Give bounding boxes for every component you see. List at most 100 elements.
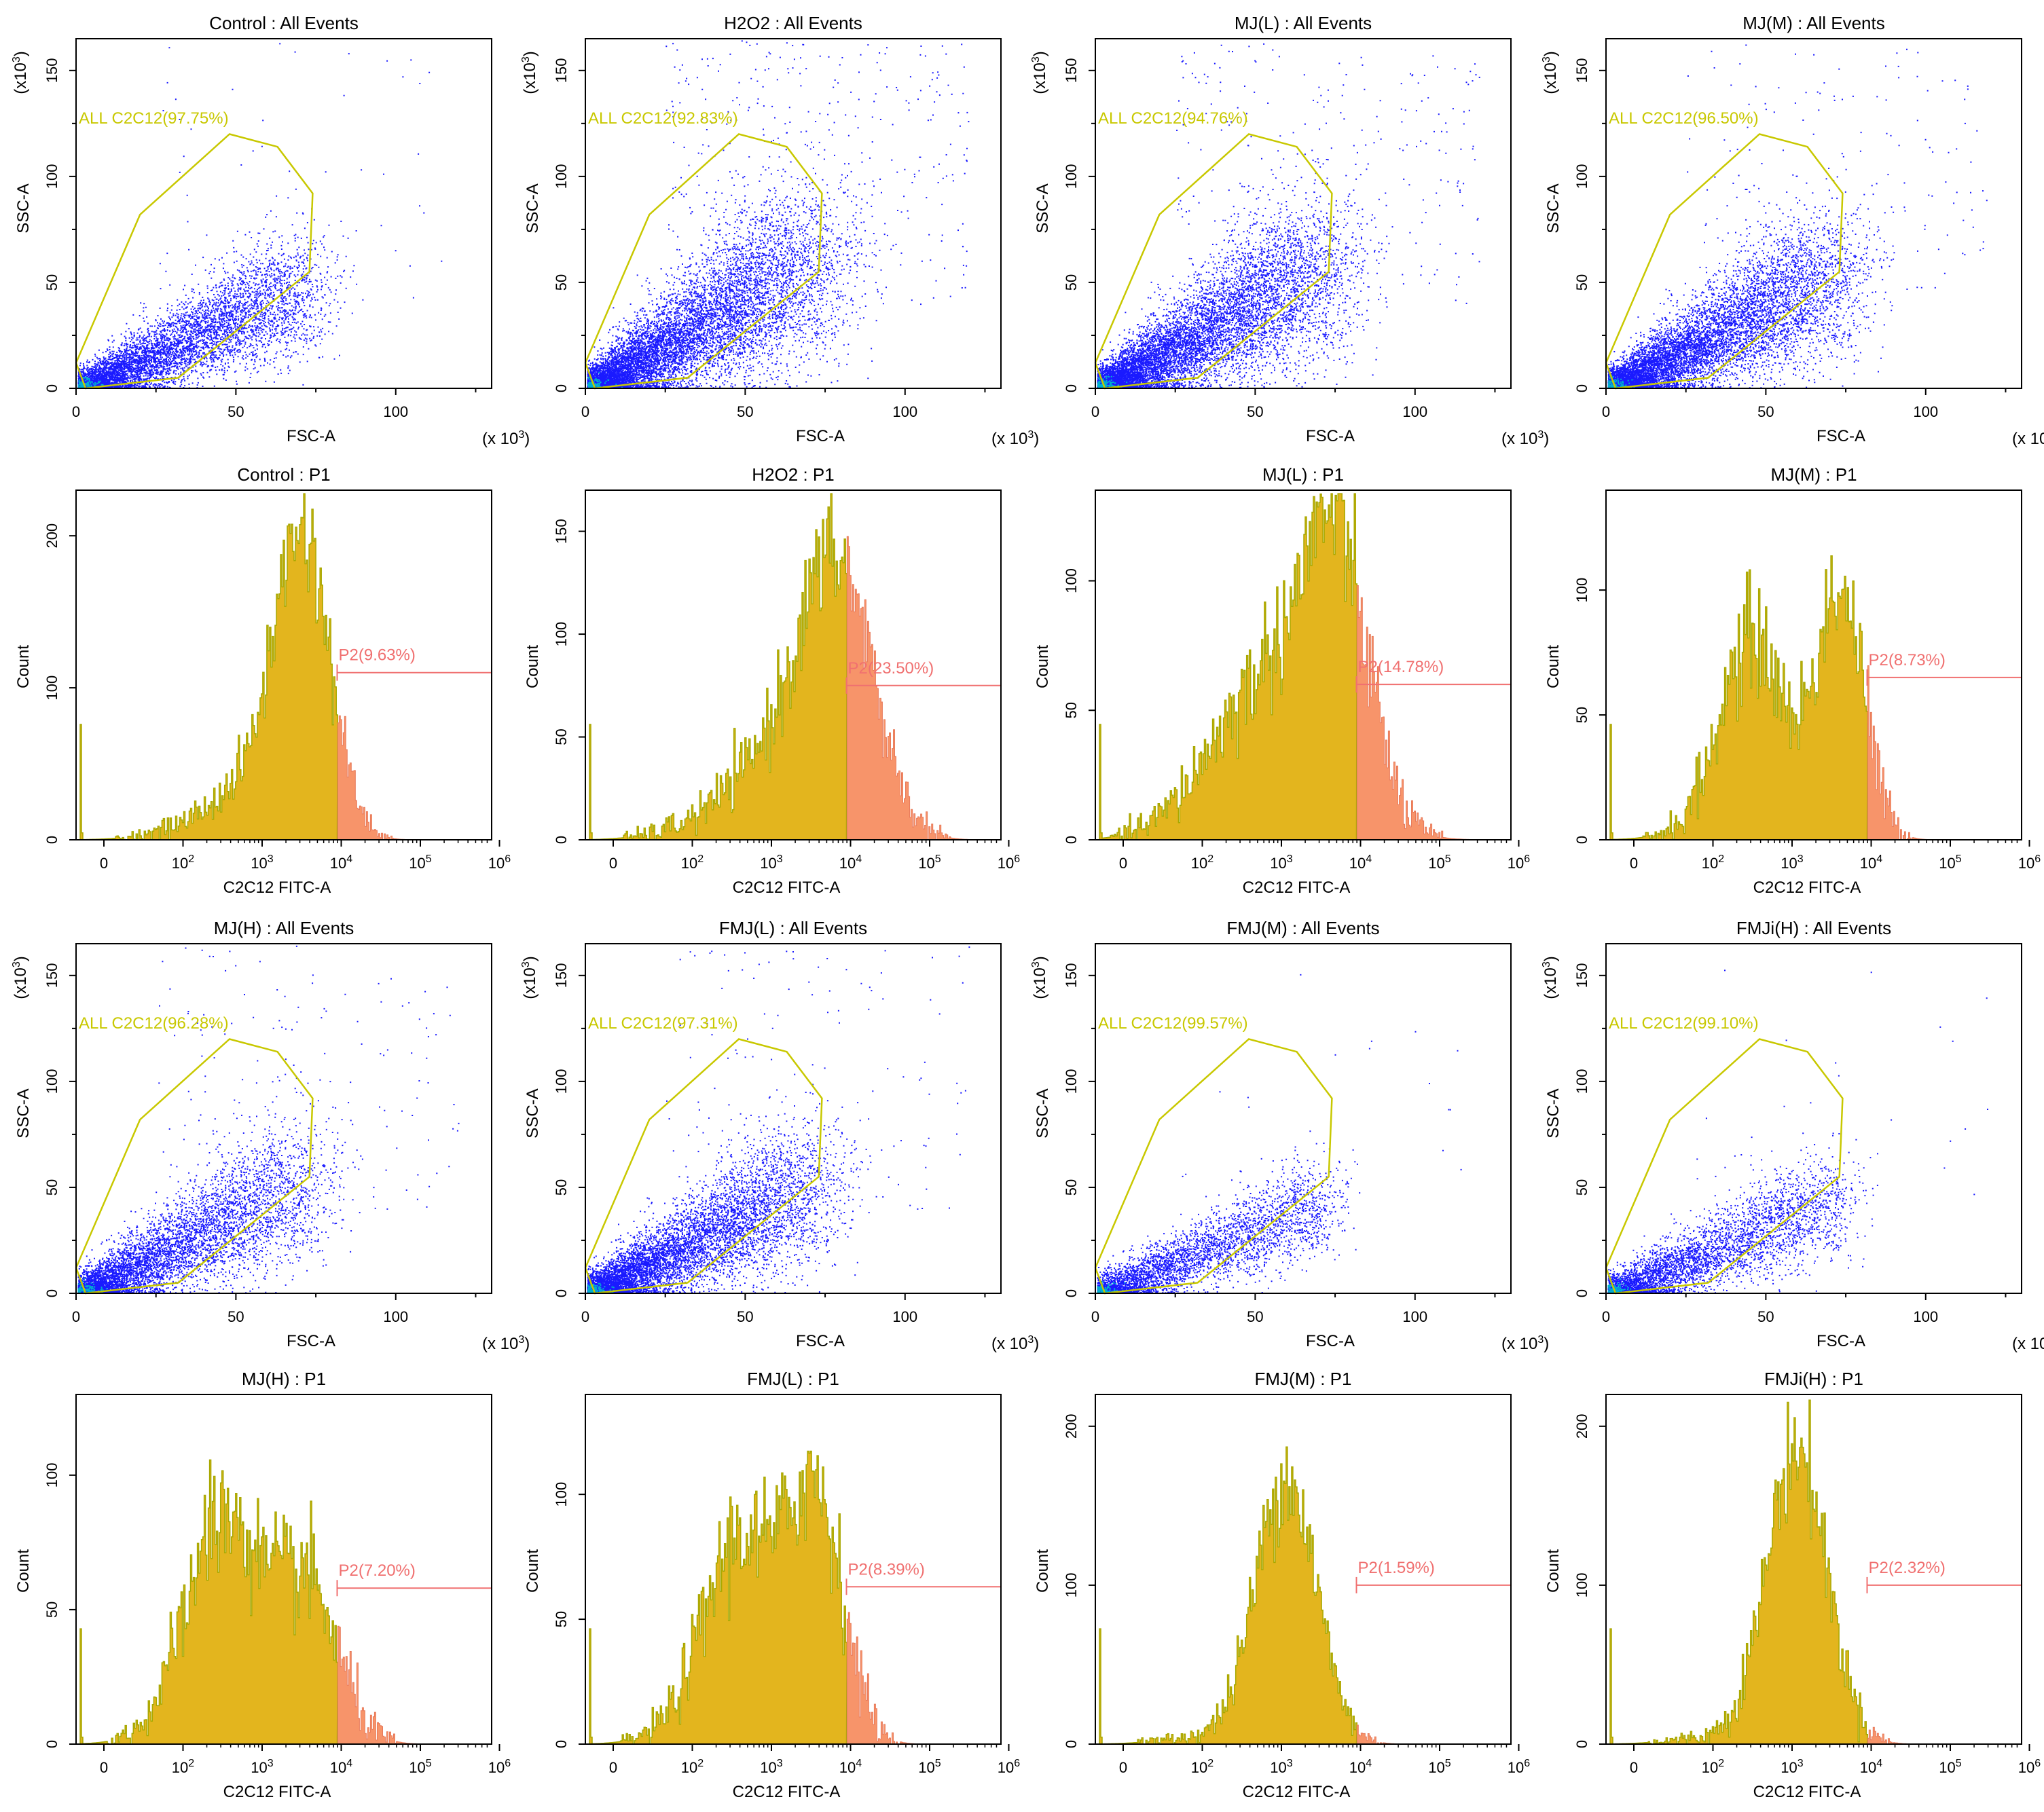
y-axis-label: Count xyxy=(1034,645,1052,688)
event-dots-dense xyxy=(77,376,104,389)
plot-title: MJ(L) : All Events xyxy=(1235,13,1372,33)
y-axis-label: SSC-A xyxy=(1544,183,1563,233)
x-tick-label: 104 xyxy=(1349,1758,1372,1776)
histogram-p2-fill xyxy=(1356,1724,1509,1745)
y-axis-scale: (x103) xyxy=(11,956,30,999)
x-tick-label: 100 xyxy=(1913,1308,1938,1325)
y-axis-scale: (x103) xyxy=(1541,51,1560,94)
y-tick-label: 0 xyxy=(553,1740,570,1748)
x-tick-label: 50 xyxy=(227,1308,244,1325)
y-axis-label: Count xyxy=(524,645,542,688)
plot-title: H2O2 : All Events xyxy=(724,13,862,33)
x-tick-label: 104 xyxy=(839,1758,862,1776)
dot-plot-1: Control : All Events ALL C2C12(97.75%) 0 50… xyxy=(11,13,530,448)
x-tick-label: 102 xyxy=(1702,1758,1724,1776)
plot-frame xyxy=(585,489,1002,840)
x-tick-label: 104 xyxy=(330,1758,352,1776)
y-tick-label: 150 xyxy=(553,963,570,988)
y-tick-label: 50 xyxy=(1573,707,1590,723)
gate-label: ALL C2C12(99.57%) xyxy=(1098,1014,1248,1033)
x-tick-label: 0 xyxy=(609,855,617,872)
x-tick-label: 105 xyxy=(918,1758,941,1776)
x-tick-label: 105 xyxy=(918,853,941,872)
y-tick-label: 0 xyxy=(553,836,570,844)
plot-frame xyxy=(1605,38,2022,389)
gate-all-c2c12 xyxy=(584,1038,823,1295)
histogram-16: FMJi(H) : P1 P2(2.32%) 0 102 103 104 105 106 0 10… xyxy=(1544,1369,2041,1801)
x-axis-label: C2C12 FITC-A xyxy=(733,879,841,897)
x-tick-label: 0 xyxy=(1119,1759,1127,1776)
y-tick-label: 200 xyxy=(1573,1413,1590,1439)
y-tick-label: 0 xyxy=(1573,1289,1590,1297)
events-scatter xyxy=(77,945,460,1294)
plot-frame xyxy=(585,38,1002,389)
x-tick-label: 103 xyxy=(1781,853,1803,872)
y-tick-label: 50 xyxy=(553,274,570,291)
histogram-p2-fill xyxy=(846,1612,999,1745)
x-tick-label: 0 xyxy=(1091,403,1099,420)
y-axis-scale: (x103) xyxy=(1030,51,1049,94)
x-tick-label: 0 xyxy=(1091,1308,1099,1325)
plot-frame xyxy=(75,1394,492,1745)
gate-all-c2c12 xyxy=(75,1038,314,1295)
x-tick-label: 102 xyxy=(172,853,194,872)
x-axis-scale: (x 103) xyxy=(1501,1334,1549,1353)
y-tick-label: 200 xyxy=(43,523,60,549)
plot-frame xyxy=(1095,38,1512,389)
plot-title: Control : All Events xyxy=(209,13,359,33)
x-tick-label: 102 xyxy=(681,1758,704,1776)
plot-frame xyxy=(1095,1394,1512,1745)
gate-label: ALL C2C12(96.28%) xyxy=(79,1014,229,1033)
p2-marker-label: P2(23.50%) xyxy=(848,659,934,678)
y-tick-label: 50 xyxy=(1573,274,1590,291)
y-tick-label: 0 xyxy=(553,384,570,392)
event-dots xyxy=(1097,43,1480,389)
y-tick-label: 0 xyxy=(1573,836,1590,844)
event-dots xyxy=(77,945,460,1294)
x-tick-label: 104 xyxy=(1860,853,1882,872)
y-tick-label: 0 xyxy=(1063,1740,1080,1748)
x-tick-label: 103 xyxy=(1781,1758,1803,1776)
y-tick-label: 100 xyxy=(43,164,60,189)
plot-title: MJ(L) : P1 xyxy=(1262,464,1344,485)
dot-plot-2: H2O2 : All Events ALL C2C12(92.83%) 0 50 100… xyxy=(520,13,1039,448)
y-axis-scale: (x103) xyxy=(11,51,30,94)
x-tick-label: 0 xyxy=(100,1759,108,1776)
event-dots-dense xyxy=(1097,373,1128,389)
plot-title: MJ(M) : P1 xyxy=(1770,464,1857,485)
plot-title: FMJ(L) : All Events xyxy=(719,918,867,938)
x-tick-label: 102 xyxy=(1191,1758,1213,1776)
plot-frame xyxy=(1605,489,2022,840)
x-axis-scale: (x 103) xyxy=(991,429,1039,448)
plot-title: MJ(H) : All Events xyxy=(214,918,354,938)
gate-all-c2c12 xyxy=(1094,1038,1333,1295)
x-axis-scale: (x 103) xyxy=(991,1334,1039,1353)
event-dots-dense xyxy=(587,371,623,389)
x-tick-label: 100 xyxy=(892,1308,917,1325)
y-axis-label: SSC-A xyxy=(1544,1088,1563,1138)
x-axis-label: FSC-A xyxy=(1817,427,1865,445)
p2-marker-label: P2(7.20%) xyxy=(339,1561,416,1580)
x-tick-label: 105 xyxy=(1939,853,1961,872)
x-tick-label: 50 xyxy=(1247,1308,1263,1325)
histogram-14: FMJ(L) : P1 P2(8.39%) 0 102 103 104 105 106 0 50 1… xyxy=(524,1369,1020,1801)
y-tick-label: 50 xyxy=(1063,1179,1080,1196)
y-tick-label: 100 xyxy=(43,1462,60,1487)
gate-label: ALL C2C12(92.83%) xyxy=(588,109,738,128)
y-tick-label: 50 xyxy=(1063,274,1080,291)
y-tick-label: 150 xyxy=(1063,58,1080,83)
plot-title: MJ(H) : P1 xyxy=(242,1369,326,1389)
y-tick-label: 100 xyxy=(553,164,570,189)
gate-label: ALL C2C12(94.76%) xyxy=(1098,109,1248,128)
y-tick-label: 50 xyxy=(43,274,60,291)
y-tick-label: 100 xyxy=(1573,1573,1590,1598)
x-tick-label: 103 xyxy=(760,853,782,872)
x-tick-label: 0 xyxy=(1602,403,1610,420)
gate-label: ALL C2C12(97.31%) xyxy=(588,1014,738,1033)
x-axis-label: C2C12 FITC-A xyxy=(1243,1783,1351,1801)
gate-label: ALL C2C12(97.75%) xyxy=(79,109,229,128)
y-tick-label: 100 xyxy=(1063,1573,1080,1598)
y-tick-label: 150 xyxy=(1573,58,1590,83)
x-tick-label: 50 xyxy=(1757,403,1774,420)
gate-all-c2c12 xyxy=(1605,133,1844,390)
